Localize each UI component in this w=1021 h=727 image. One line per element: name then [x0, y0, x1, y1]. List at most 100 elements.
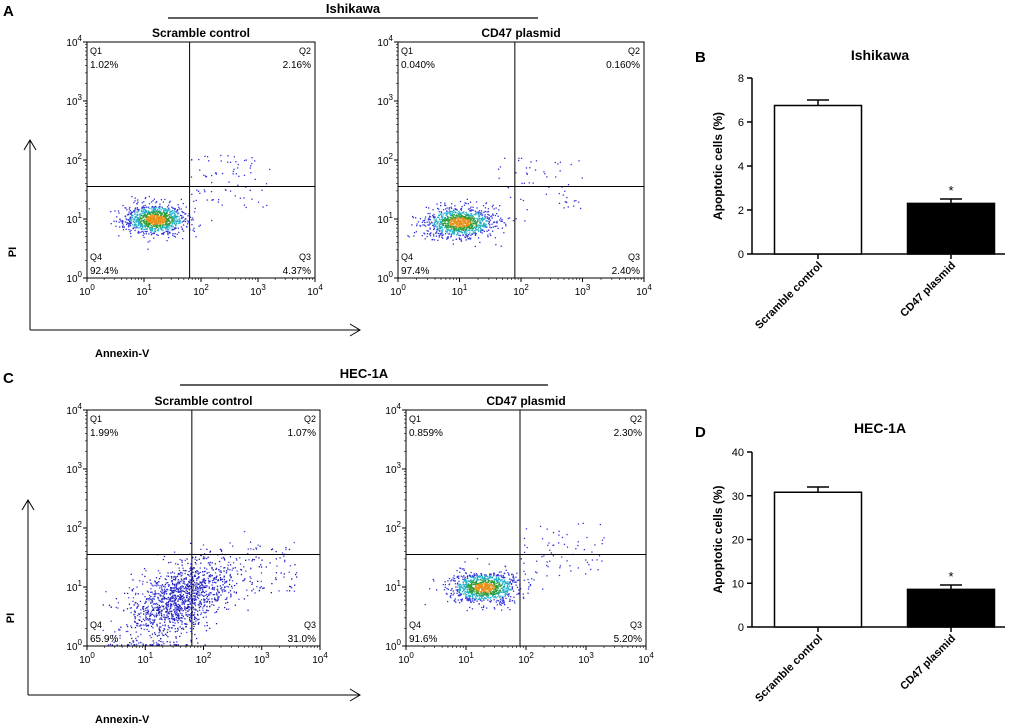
event-dot [477, 213, 479, 215]
event-dot [456, 225, 458, 228]
event-dot [460, 228, 463, 230]
y-arrow-head [23, 139, 37, 151]
event-dot [164, 597, 166, 600]
event-dot [438, 230, 441, 232]
event-dot [153, 598, 155, 600]
event-dot [134, 213, 136, 215]
event-dot [135, 602, 137, 604]
event-dot [147, 591, 149, 593]
event-dot [477, 576, 479, 578]
event-dot [498, 585, 500, 587]
event-dot [167, 584, 170, 586]
event-dot [453, 214, 455, 216]
event-dot [152, 205, 154, 208]
event-dot [175, 616, 178, 619]
event-dot [152, 216, 154, 219]
event-dot [293, 590, 295, 592]
event-dot [171, 595, 173, 598]
event-dots [88, 154, 271, 250]
event-dot [158, 604, 160, 607]
event-dot [182, 590, 184, 592]
event-dot [491, 595, 494, 597]
event-dot [523, 182, 525, 184]
event-dot [158, 578, 161, 580]
event-dot [177, 614, 179, 616]
event-dot [160, 221, 162, 223]
event-dot [149, 597, 151, 599]
event-dot [249, 580, 251, 583]
event-dot [180, 632, 182, 634]
event-dot [428, 224, 430, 226]
event-dot [162, 630, 164, 632]
event-dot [479, 585, 482, 587]
event-dot [186, 590, 188, 592]
event-dot [158, 217, 160, 220]
event-dot [173, 587, 175, 589]
event-dot [295, 573, 297, 576]
event-dot [489, 584, 491, 586]
event-dot [171, 616, 173, 618]
event-dot [486, 575, 488, 578]
event-dot [542, 588, 544, 590]
event-dot [236, 559, 238, 561]
event-dot [499, 219, 501, 221]
event-dot [223, 575, 225, 577]
event-dot [165, 230, 167, 233]
event-dot [159, 594, 161, 596]
event-dot [162, 201, 164, 203]
event-dot [180, 607, 183, 609]
event-dot [511, 588, 513, 590]
event-dot [156, 217, 158, 219]
event-dot [470, 210, 472, 212]
event-dot [449, 230, 451, 232]
event-dot [471, 229, 473, 231]
event-dot [163, 593, 165, 595]
event-dot [481, 586, 483, 588]
event-dot [596, 559, 598, 561]
event-dot [163, 215, 165, 217]
event-dot [156, 211, 159, 214]
event-dot [497, 574, 499, 576]
event-dot [202, 589, 204, 591]
event-dot [470, 589, 472, 592]
event-dot [489, 219, 492, 221]
event-dot [441, 227, 443, 229]
event-dot [150, 208, 152, 210]
event-dot [177, 588, 179, 590]
y-tick-label: 100 [377, 270, 393, 285]
event-dot [188, 213, 190, 215]
event-dot [175, 611, 178, 614]
event-dot [459, 589, 461, 591]
event-dot [546, 575, 548, 577]
event-dot [216, 589, 219, 591]
event-dot [493, 590, 495, 593]
event-dot [153, 222, 156, 224]
event-dot [486, 595, 488, 597]
event-dot [460, 240, 463, 242]
event-dot [279, 557, 281, 559]
event-dot [472, 593, 474, 595]
event-dot [200, 548, 202, 550]
event-dot [249, 576, 251, 578]
event-dot [481, 579, 483, 582]
event-dot [116, 644, 118, 646]
event-dot [504, 591, 506, 594]
event-dot [212, 569, 214, 571]
event-dot [466, 598, 468, 600]
event-dot [133, 610, 136, 612]
event-dot [491, 591, 494, 593]
event-dot [458, 595, 460, 597]
event-dot [465, 232, 468, 234]
event-dot [193, 595, 195, 597]
event-dot [496, 220, 498, 222]
event-dot [471, 584, 473, 586]
event-dot [214, 597, 216, 599]
event-dot [483, 580, 485, 582]
event-dot [203, 598, 206, 601]
event-dot [423, 224, 426, 226]
event-dot [122, 225, 124, 228]
event-dot [464, 234, 467, 236]
event-dot [124, 215, 126, 217]
event-dot [137, 230, 140, 233]
event-dot [261, 559, 263, 561]
